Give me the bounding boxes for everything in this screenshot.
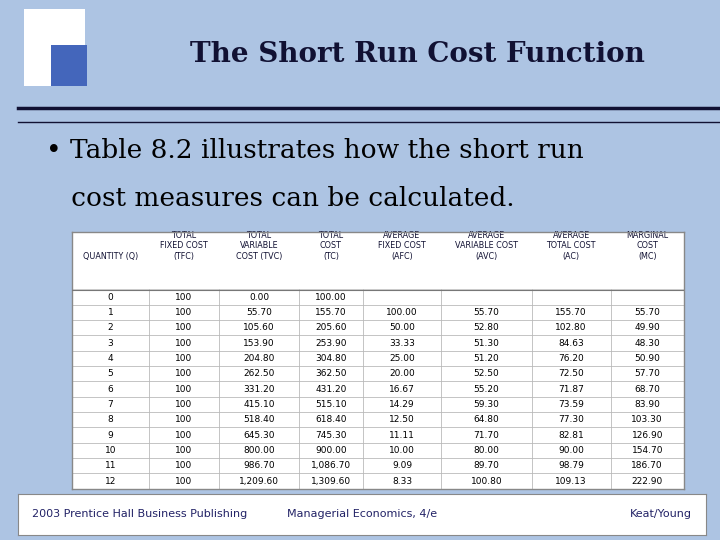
Text: The Short Run Cost Function: The Short Run Cost Function [190, 40, 645, 68]
Text: • Table 8.2 illustrates how the short run: • Table 8.2 illustrates how the short ru… [46, 138, 584, 163]
Text: Keat/Young: Keat/Young [630, 509, 692, 519]
Text: 2003 Prentice Hall Business Publishing: 2003 Prentice Hall Business Publishing [32, 509, 247, 519]
FancyBboxPatch shape [24, 9, 85, 86]
FancyBboxPatch shape [52, 45, 87, 86]
Text: Managerial Economics, 4/e: Managerial Economics, 4/e [287, 509, 437, 519]
Text: cost measures can be calculated.: cost measures can be calculated. [46, 186, 515, 211]
